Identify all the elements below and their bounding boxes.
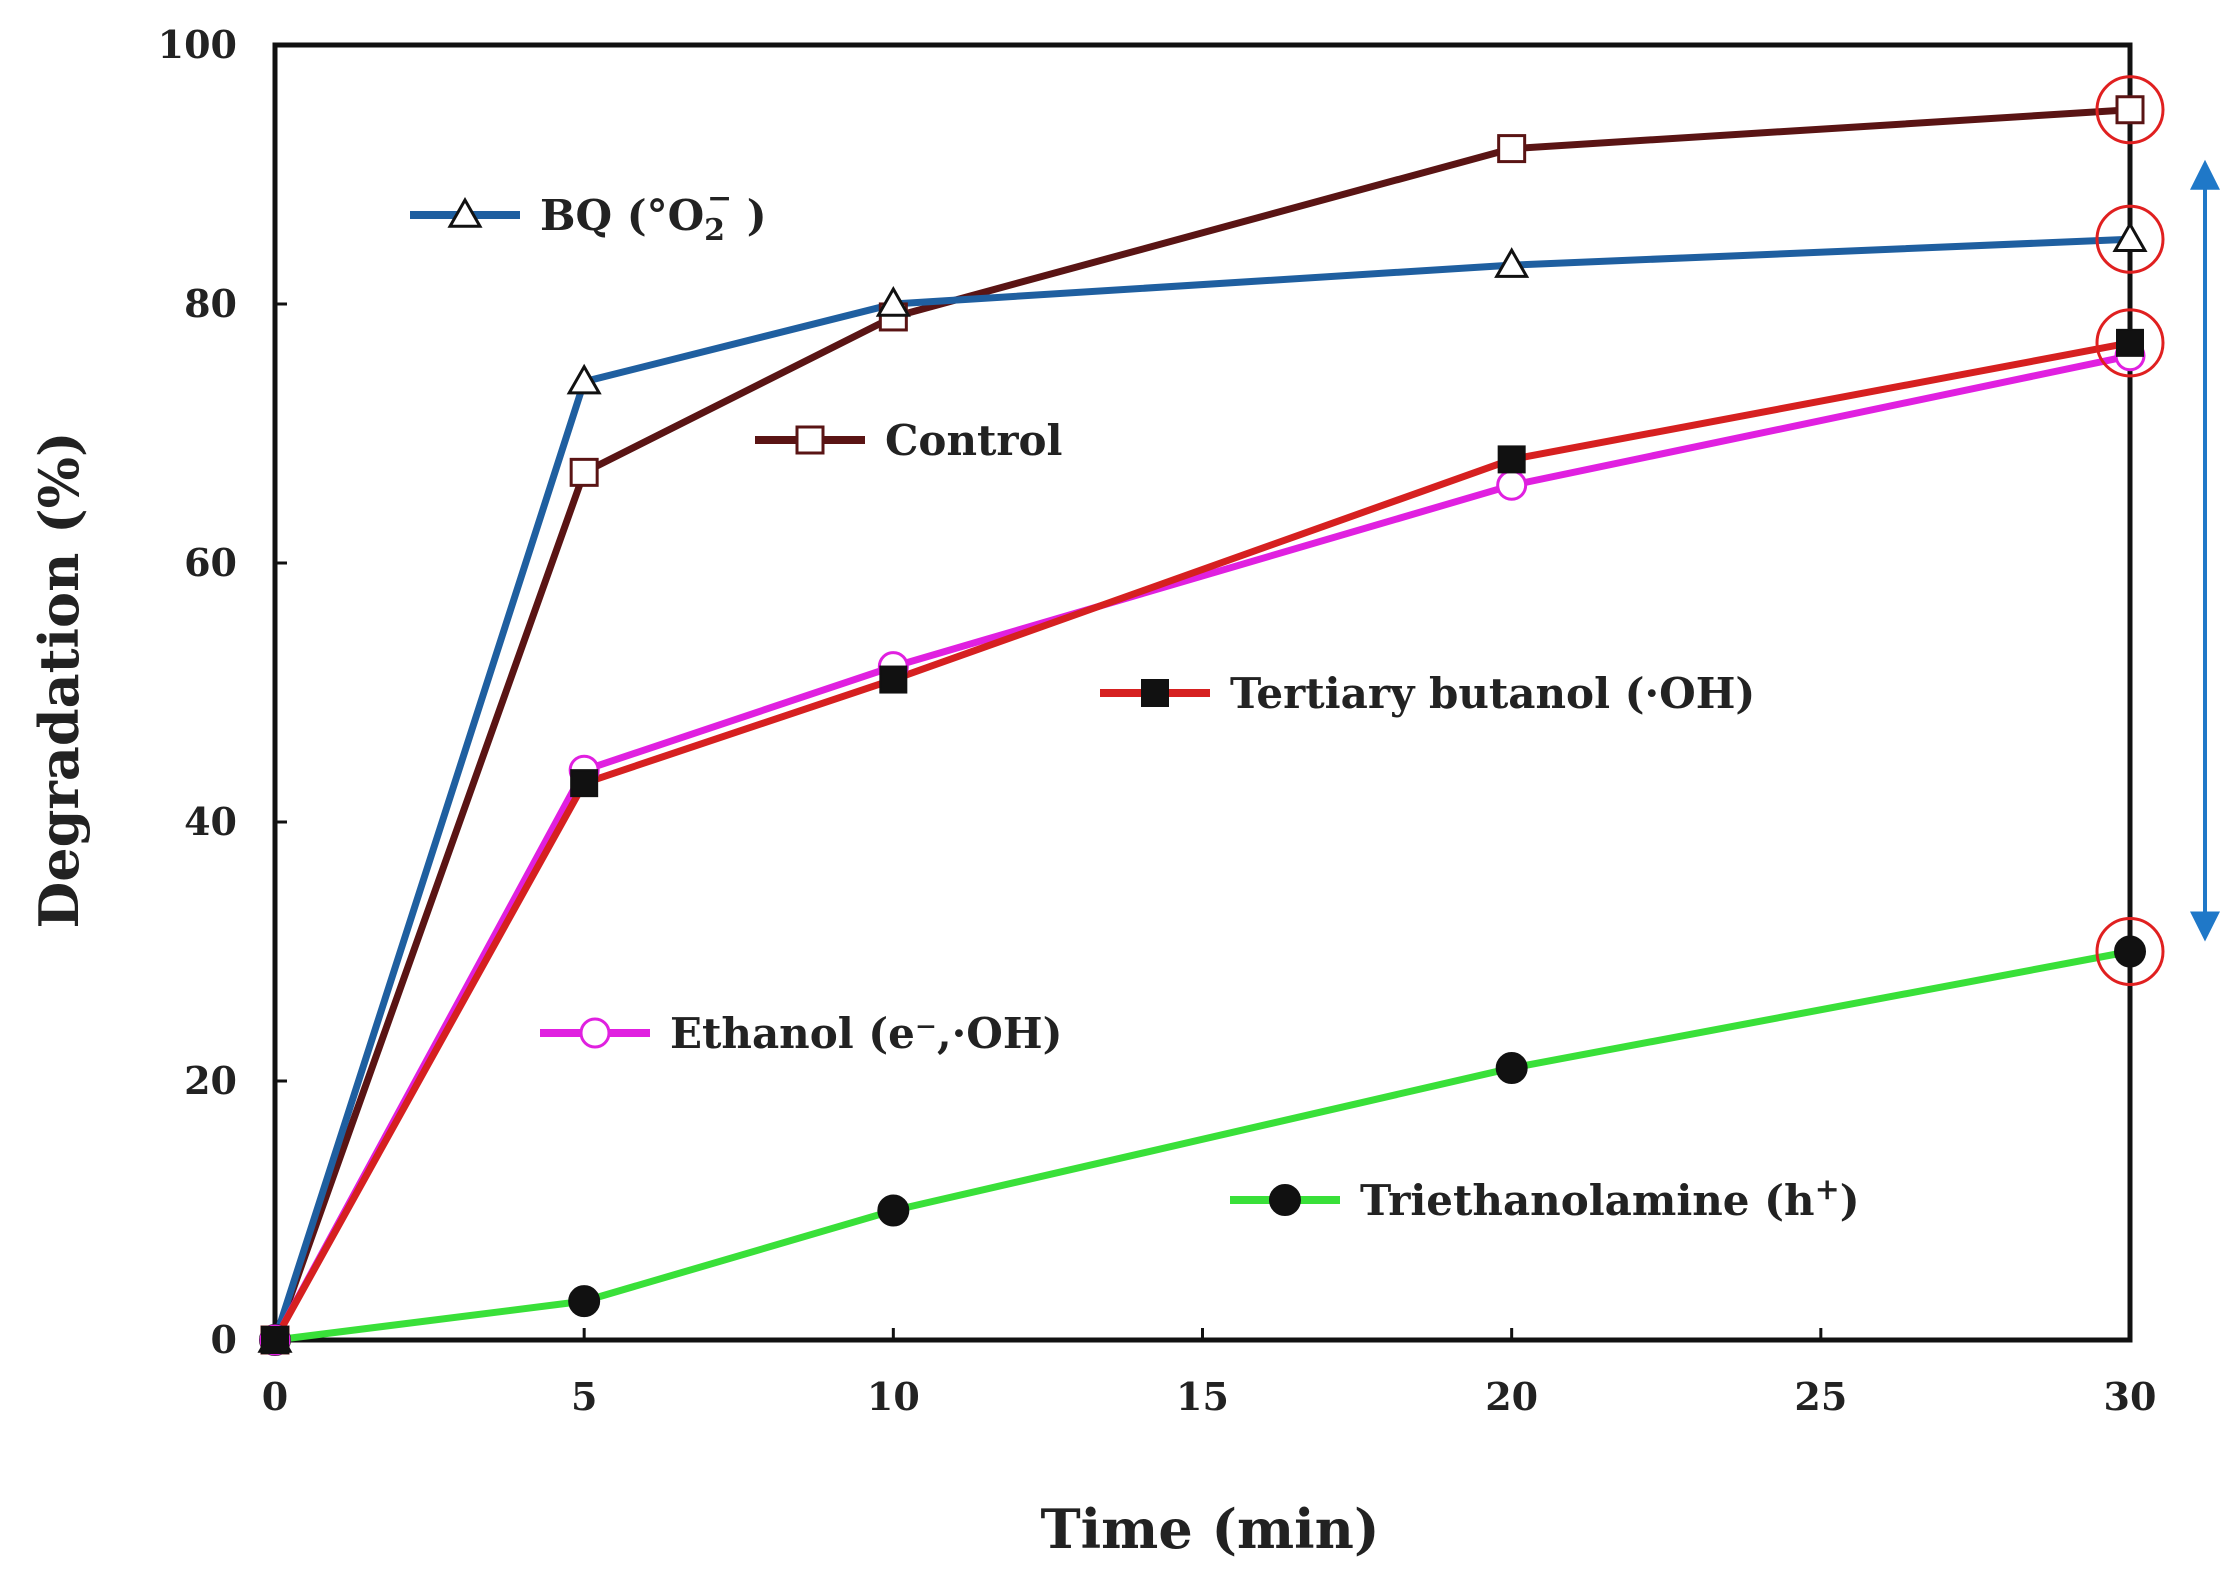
highlight-circles [2095, 75, 2165, 986]
legend-marker-control [795, 425, 825, 455]
x-axis-ticks: 0 5 10 15 20 25 30 [262, 1328, 2157, 1419]
legend-marker-tea [1269, 1184, 1301, 1216]
highlight-circle-bq [2095, 204, 2165, 274]
data-point-bq [1494, 247, 1530, 278]
data-point-bq [566, 363, 602, 395]
y-tick-label: 60 [184, 540, 237, 585]
legend: Control BQ (°O2− ) Tertiary butanol (·OH) E… [410, 181, 1860, 1225]
highlight-circle-tba [2095, 308, 2165, 378]
data-point-tba [261, 1326, 289, 1354]
legend-item-bq: BQ (°O2− ) [410, 181, 767, 248]
data-point-tea [2114, 935, 2146, 968]
legend-label-tba: Tertiary butanol (·OH) [1230, 669, 1755, 718]
series-line-tea [274, 948, 2131, 1344]
x-tick-label: 25 [1794, 1374, 1847, 1419]
x-tick-label: 30 [2104, 1374, 2157, 1419]
series-markers [257, 95, 2148, 1356]
legend-label-ethanol: Ethanol (e⁻,·OH) [670, 1009, 1062, 1058]
data-point-tba [2116, 328, 2144, 357]
data-point-tba [1497, 445, 1526, 474]
arrow-head-up [2190, 159, 2220, 190]
data-point-tea [568, 1285, 601, 1318]
data-point-control [569, 457, 599, 487]
y-axis-title: Degradation (%) [27, 431, 91, 928]
y-tick-label: 100 [158, 22, 237, 67]
x-axis-title: Time (min) [1040, 1497, 1379, 1561]
legend-item-ethanol: Ethanol (e⁻,·OH) [540, 1009, 1062, 1058]
y-tick-label: 0 [211, 1317, 237, 1362]
legend-marker-bq [447, 197, 483, 228]
legend-item-tea: Triethanolamine (h+) [1230, 1172, 1860, 1225]
legend-marker-ethanol [579, 1017, 611, 1049]
data-point-bq [875, 286, 911, 317]
legend-label-bq: BQ (°O2− ) [540, 181, 767, 248]
series-line-bq [271, 235, 2131, 1342]
legend-marker-tba [1141, 679, 1169, 707]
y-axis-ticks: 0 20 40 60 80 100 [158, 22, 287, 1362]
range-arrow [2190, 159, 2220, 942]
x-tick-label: 0 [262, 1374, 288, 1419]
data-point-control [2115, 95, 2145, 125]
legend-item-tba: Tertiary butanol (·OH) [1100, 669, 1755, 718]
x-tick-label: 15 [1176, 1374, 1229, 1419]
highlight-circle-control [2095, 75, 2165, 145]
y-tick-label: 20 [184, 1058, 237, 1103]
legend-item-control: Control [755, 416, 1062, 465]
series-line-control [271, 106, 2131, 1342]
data-point-tea [1495, 1052, 1528, 1085]
y-tick-label: 40 [184, 799, 237, 844]
x-tick-label: 5 [571, 1374, 597, 1419]
legend-label-tea: Triethanolamine (h+) [1360, 1172, 1860, 1225]
data-point-ethanol [1496, 469, 1528, 501]
data-point-tea [877, 1194, 910, 1227]
arrow-head-down [2190, 911, 2220, 942]
legend-label-control: Control [885, 416, 1062, 465]
x-tick-label: 20 [1485, 1374, 1538, 1419]
data-point-tba [879, 665, 908, 694]
y-tick-label: 80 [184, 281, 237, 326]
data-point-tba [570, 769, 599, 798]
highlight-circle-tea [2095, 917, 2165, 986]
x-tick-label: 10 [867, 1374, 920, 1419]
data-point-bq [2112, 221, 2148, 252]
series-lines [271, 106, 2131, 1344]
data-point-control [1497, 134, 1527, 164]
